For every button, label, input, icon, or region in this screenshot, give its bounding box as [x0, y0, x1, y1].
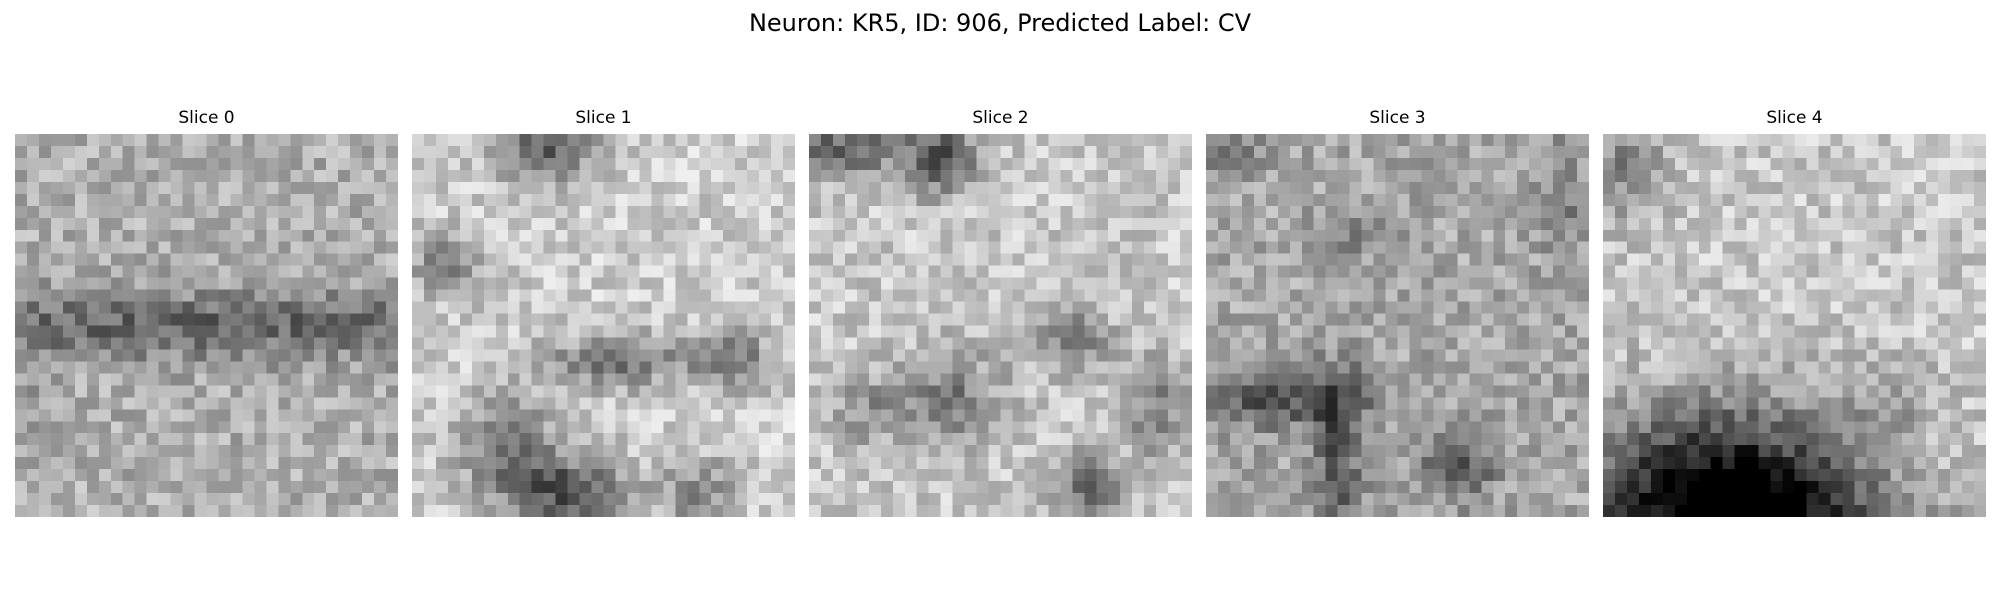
slice-panel-4: Slice 4: [1603, 108, 1986, 517]
slice-title-3: Slice 3: [1369, 108, 1426, 128]
slice-image-0: [15, 134, 398, 517]
slice-panel-0: Slice 0: [15, 108, 398, 517]
slice-title-4: Slice 4: [1766, 108, 1823, 128]
slice-title-0: Slice 0: [178, 108, 235, 128]
slice-image-4: [1603, 134, 1986, 517]
slice-image-1: [412, 134, 795, 517]
slice-image-2: [809, 134, 1192, 517]
slice-title-2: Slice 2: [972, 108, 1029, 128]
slice-panel-3: Slice 3: [1206, 108, 1589, 517]
figure-title: Neuron: KR5, ID: 906, Predicted Label: C…: [748, 9, 1252, 37]
slice-panel-2: Slice 2: [809, 108, 1192, 517]
slice-title-1: Slice 1: [575, 108, 632, 128]
slice-panel-1: Slice 1: [412, 108, 795, 517]
slice-image-3: [1206, 134, 1589, 517]
